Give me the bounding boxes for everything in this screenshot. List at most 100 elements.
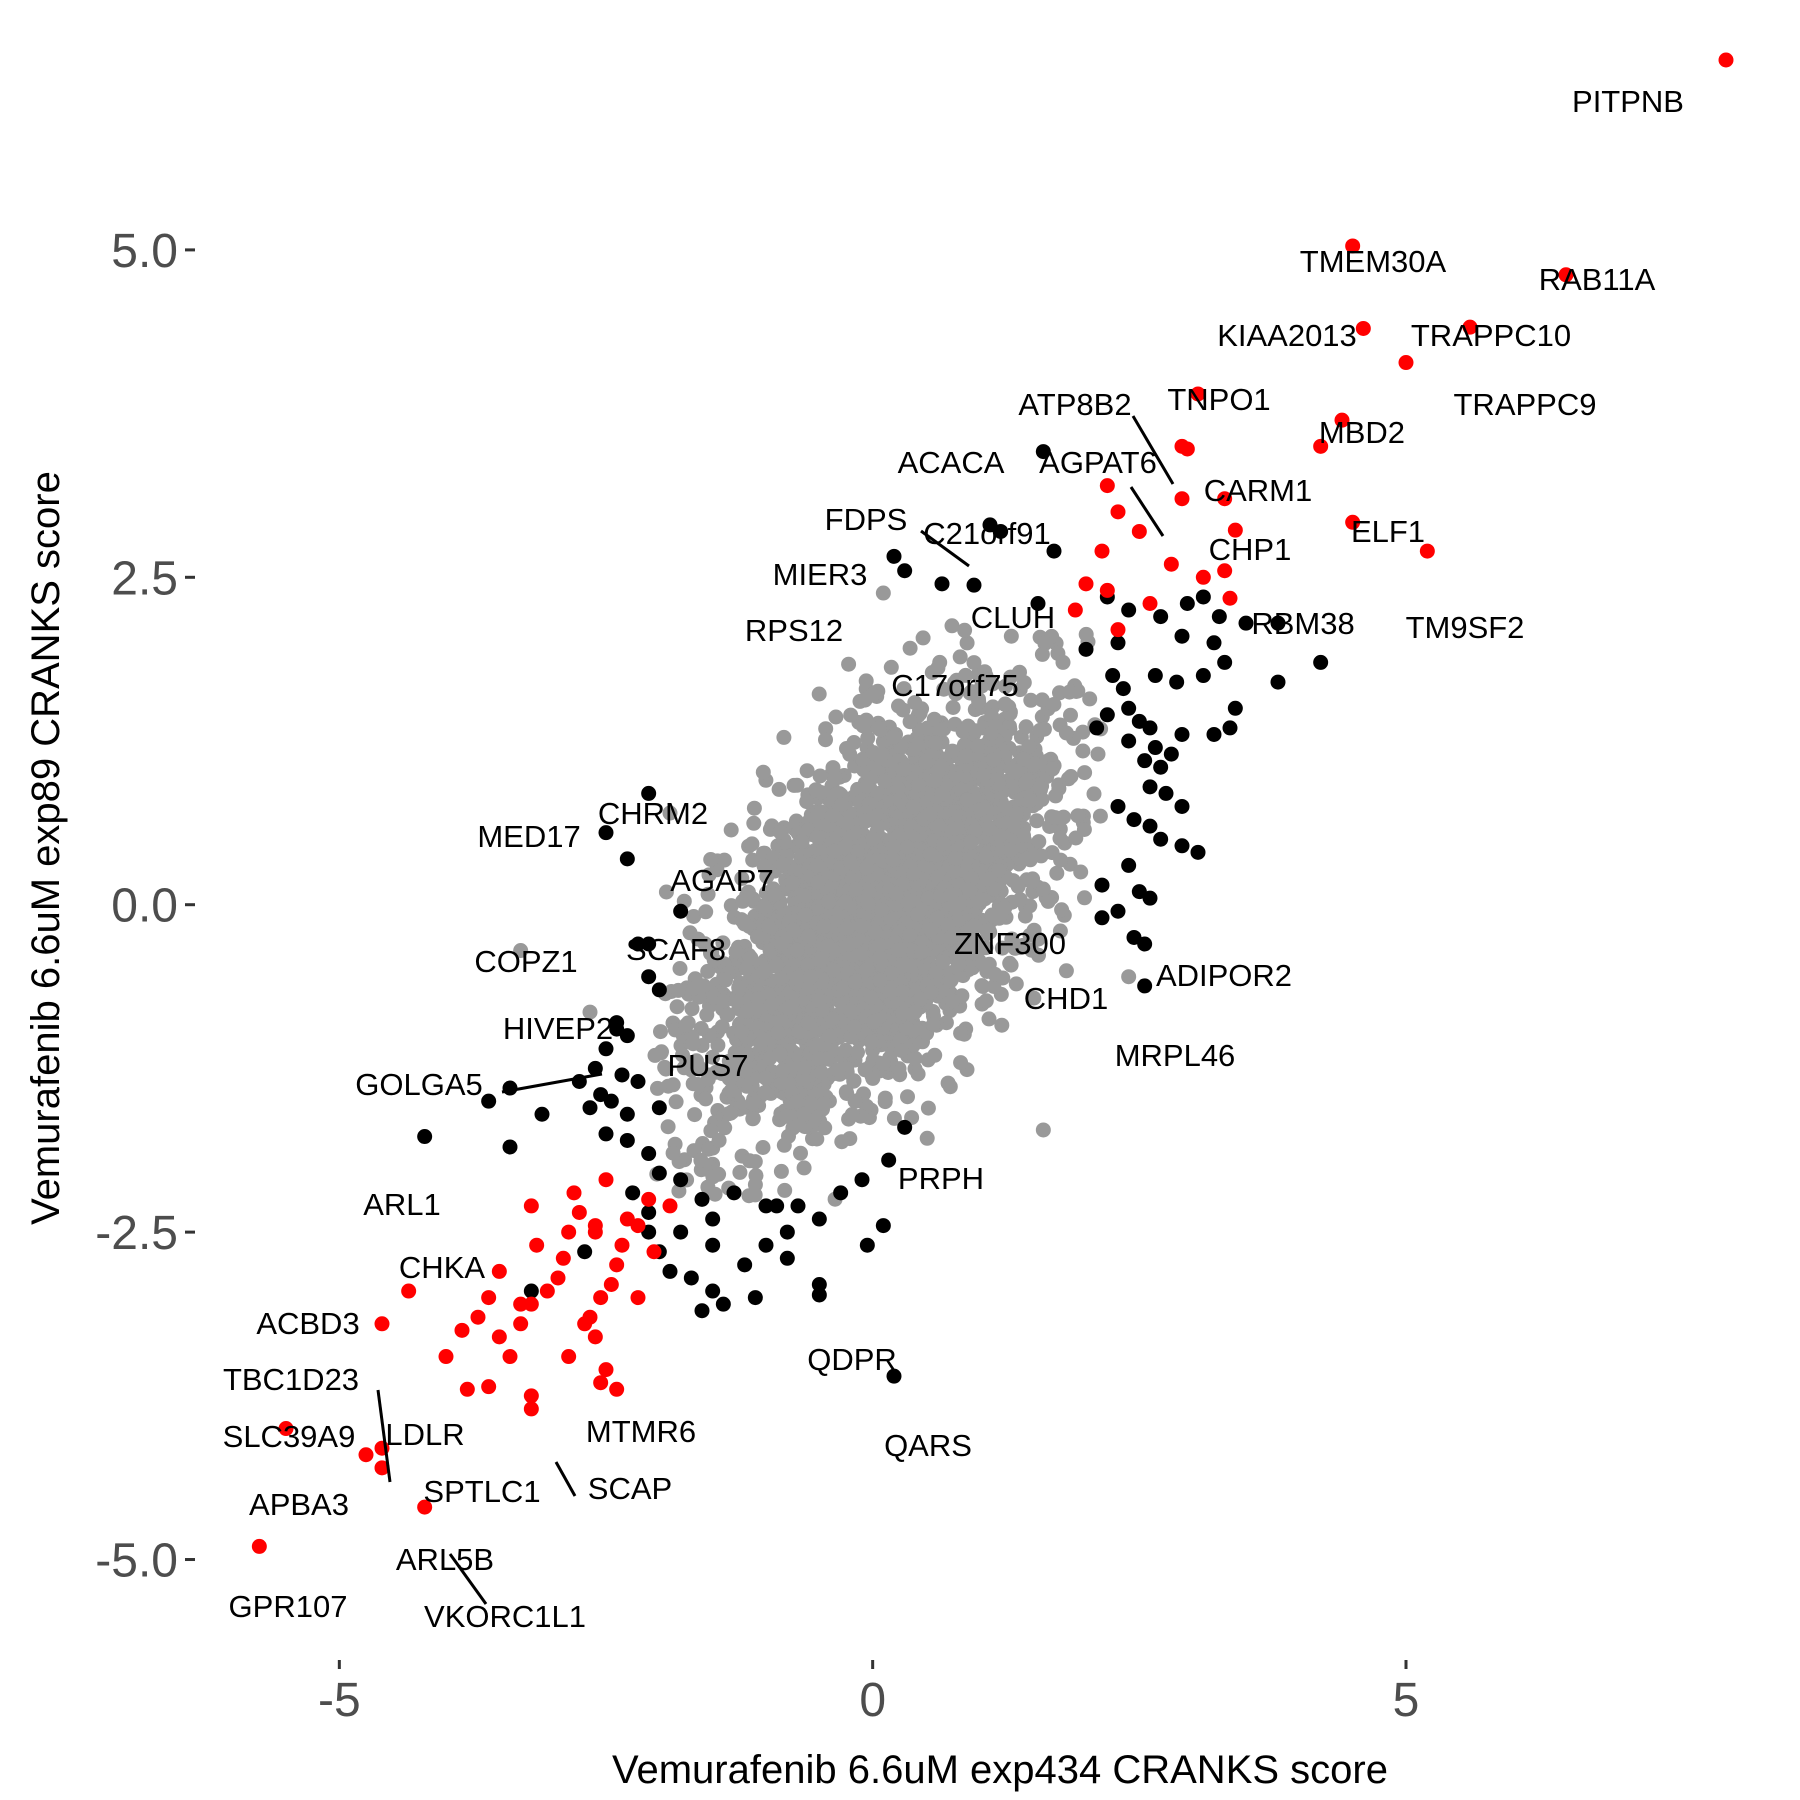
point-med17 — [598, 825, 614, 841]
bulk-point — [755, 764, 771, 780]
bulk-point — [817, 1120, 833, 1136]
black-point — [1147, 668, 1163, 684]
bulk-point — [900, 1089, 915, 1105]
bulk-point — [952, 649, 968, 665]
bulk-point — [816, 919, 831, 935]
bulk-points-layer — [647, 618, 1109, 1207]
bulk-point — [981, 821, 997, 837]
point-mrpl46 — [1137, 978, 1153, 994]
black-point — [934, 576, 950, 592]
label-trappc9: TRAPPC9 — [1454, 387, 1597, 422]
bulk-point — [776, 1137, 792, 1153]
black-point — [694, 1191, 710, 1207]
bulk-point — [686, 980, 702, 996]
bulk-point — [811, 992, 827, 1008]
label-mbd2: MBD2 — [1319, 415, 1405, 450]
red-point — [609, 1381, 625, 1397]
bulk-point — [920, 890, 936, 906]
label-elf1: ELF1 — [1351, 514, 1425, 549]
bulk-point — [834, 1134, 850, 1150]
black-point — [1099, 707, 1115, 723]
black-point — [1217, 654, 1233, 670]
bulk-point — [719, 1007, 735, 1023]
black-point — [1121, 602, 1137, 618]
black-point — [1174, 628, 1190, 644]
black-point — [1222, 720, 1238, 736]
red-point — [1099, 582, 1115, 598]
bulk-point — [886, 1110, 902, 1126]
bulk-point — [843, 1003, 859, 1019]
bulk-point — [910, 907, 926, 923]
bulk-point — [700, 963, 716, 979]
bulk-point — [746, 800, 762, 816]
bulk-point — [758, 1070, 774, 1086]
bulk-point — [734, 1024, 749, 1040]
bulk-point — [1052, 923, 1068, 939]
point-qdpr — [811, 1287, 827, 1303]
point-tm9sf2 — [1419, 543, 1435, 559]
bulk-point — [872, 973, 888, 988]
black-point — [1270, 615, 1286, 631]
black-point — [625, 1185, 641, 1201]
bulk-point — [717, 1120, 733, 1136]
bulk-point — [951, 956, 967, 972]
bulk-point — [772, 824, 788, 840]
bulk-point — [799, 794, 815, 810]
bulk-point — [943, 887, 959, 903]
bulk-point — [932, 722, 948, 737]
bulk-point — [907, 1004, 923, 1020]
bulk-point — [714, 1019, 730, 1035]
bulk-point — [947, 821, 963, 836]
bulk-point — [778, 1108, 794, 1124]
label-fdps: FDPS — [825, 502, 908, 537]
red-point — [598, 1362, 614, 1378]
label-acbd3: ACBD3 — [256, 1306, 359, 1341]
bulk-point — [660, 1119, 676, 1135]
bulk-point — [936, 836, 952, 852]
red-point — [1142, 595, 1158, 611]
bulk-point — [986, 752, 1002, 768]
bulk-point — [1055, 654, 1071, 670]
black-point — [1195, 668, 1211, 684]
bulk-point — [755, 964, 771, 980]
bulk-point — [745, 1096, 760, 1112]
black-point — [1179, 595, 1195, 611]
bulk-point — [1092, 808, 1108, 824]
bulk-point — [767, 887, 782, 903]
black-point — [790, 1198, 806, 1214]
bulk-point — [671, 1183, 687, 1199]
leader-line-golga5 — [501, 1072, 603, 1094]
bulk-point — [940, 917, 956, 933]
bulk-point — [849, 844, 865, 860]
bulk-point — [748, 1168, 764, 1184]
bulk-point — [723, 1083, 739, 1099]
bulk-point — [711, 1132, 727, 1148]
bulk-point — [723, 822, 739, 838]
y-tick-label: -2.5 — [95, 1207, 178, 1260]
bulk-point — [668, 1094, 684, 1110]
bulk-point — [888, 886, 904, 902]
bulk-point — [1029, 813, 1045, 829]
black-point — [662, 1263, 678, 1279]
bulk-point — [898, 1020, 914, 1036]
bulk-point — [859, 779, 875, 794]
bulk-point — [1012, 892, 1028, 908]
bulk-point — [1033, 848, 1049, 864]
black-point — [1121, 733, 1137, 749]
black-point — [897, 563, 913, 579]
black-point — [1121, 700, 1137, 716]
bulk-point — [865, 687, 881, 703]
black-point — [641, 1204, 657, 1220]
bulk-point — [956, 934, 972, 950]
point-labels: PITPNB TMEM30A RAB11A KIAA2013 TRAPPC10 TRAPP… — [223, 84, 1684, 1634]
red-point — [438, 1349, 454, 1365]
bulk-point — [682, 925, 698, 941]
bulk-point — [811, 1051, 827, 1067]
point-carm1 — [1313, 438, 1329, 454]
bulk-point — [809, 858, 825, 874]
bulk-point — [771, 781, 787, 797]
label-atp8b2: ATP8B2 — [1018, 387, 1131, 422]
label-cluh: CLUH — [971, 600, 1055, 635]
bulk-point — [874, 853, 890, 869]
bulk-point — [970, 738, 986, 754]
